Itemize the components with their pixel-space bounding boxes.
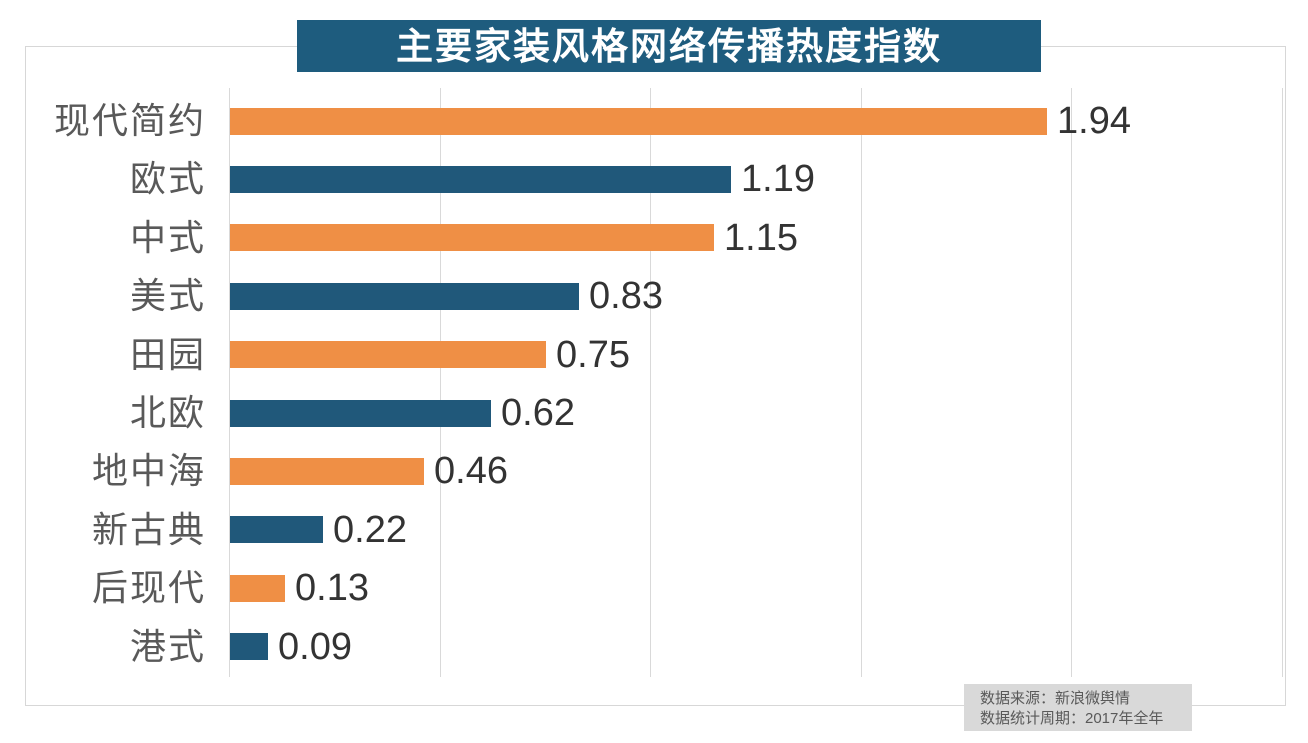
bar bbox=[230, 458, 424, 485]
value-label: 1.94 bbox=[1057, 100, 1131, 142]
category-label: 现代简约 bbox=[53, 100, 206, 141]
gridline bbox=[650, 88, 651, 677]
gridline bbox=[1071, 88, 1072, 677]
value-label: 0.62 bbox=[501, 392, 575, 434]
bar bbox=[230, 108, 1047, 135]
bar bbox=[230, 341, 546, 368]
category-label: 新古典 bbox=[91, 509, 206, 550]
category-label: 田园 bbox=[129, 334, 206, 375]
category-label: 美式 bbox=[129, 275, 206, 316]
category-label: 地中海 bbox=[91, 450, 206, 491]
value-label: 0.13 bbox=[295, 567, 369, 609]
category-label: 后现代 bbox=[91, 567, 206, 608]
gridline bbox=[229, 88, 230, 677]
category-label: 港式 bbox=[129, 626, 206, 667]
value-label: 1.19 bbox=[741, 158, 815, 200]
bar bbox=[230, 400, 491, 427]
bar bbox=[230, 575, 285, 602]
bar bbox=[230, 166, 731, 193]
category-label: 中式 bbox=[129, 217, 206, 258]
value-label: 0.46 bbox=[434, 450, 508, 492]
bar bbox=[230, 283, 579, 310]
bar bbox=[230, 633, 268, 660]
data-period-line: 数据统计周期：2017年全年 bbox=[980, 710, 1164, 727]
value-label: 0.83 bbox=[589, 275, 663, 317]
category-label: 北欧 bbox=[129, 392, 206, 433]
chart-title: 主要家装风格网络传播热度指数 bbox=[297, 20, 1041, 72]
bar bbox=[230, 516, 323, 543]
value-label: 1.15 bbox=[724, 217, 798, 259]
category-label: 欧式 bbox=[129, 158, 206, 199]
gridline bbox=[1282, 88, 1283, 677]
data-source-note: 数据来源：新浪微舆情 数据统计周期：2017年全年 bbox=[964, 684, 1192, 731]
value-label: 0.22 bbox=[333, 509, 407, 551]
bar bbox=[230, 224, 714, 251]
gridline bbox=[440, 88, 441, 677]
value-label: 0.75 bbox=[556, 334, 630, 376]
data-source-line: 数据来源：新浪微舆情 bbox=[980, 690, 1131, 707]
value-label: 0.09 bbox=[278, 626, 352, 668]
gridline bbox=[861, 88, 862, 677]
